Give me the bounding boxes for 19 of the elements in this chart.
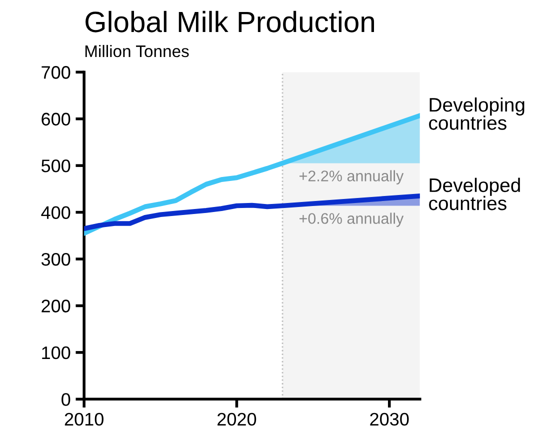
chart-subtitle: Million Tonnes <box>85 44 189 58</box>
series-label: Developed countries <box>429 178 520 210</box>
series-label: Developing countries <box>429 97 524 130</box>
x-tick-label: 2020 <box>218 412 256 426</box>
x-tick-label: 2030 <box>370 412 409 426</box>
y-tick-label: 100 <box>42 346 70 360</box>
chart-title: Global Milk Production <box>86 10 374 32</box>
y-tick-label: 300 <box>41 252 70 266</box>
annotation: +2.2% annually <box>299 170 404 184</box>
x-tick-label: 2010 <box>64 412 104 426</box>
y-tick-label: 0 <box>62 393 70 406</box>
y-tick-label: 700 <box>42 66 70 79</box>
line-series <box>84 113 420 236</box>
y-tick-label: 400 <box>41 206 70 220</box>
annotation: +0.6% annually <box>299 212 404 227</box>
y-tick-label: 500 <box>41 160 70 172</box>
line-series <box>84 194 420 232</box>
y-tick-label: 200 <box>42 300 70 312</box>
y-tick-label: 600 <box>42 112 70 126</box>
